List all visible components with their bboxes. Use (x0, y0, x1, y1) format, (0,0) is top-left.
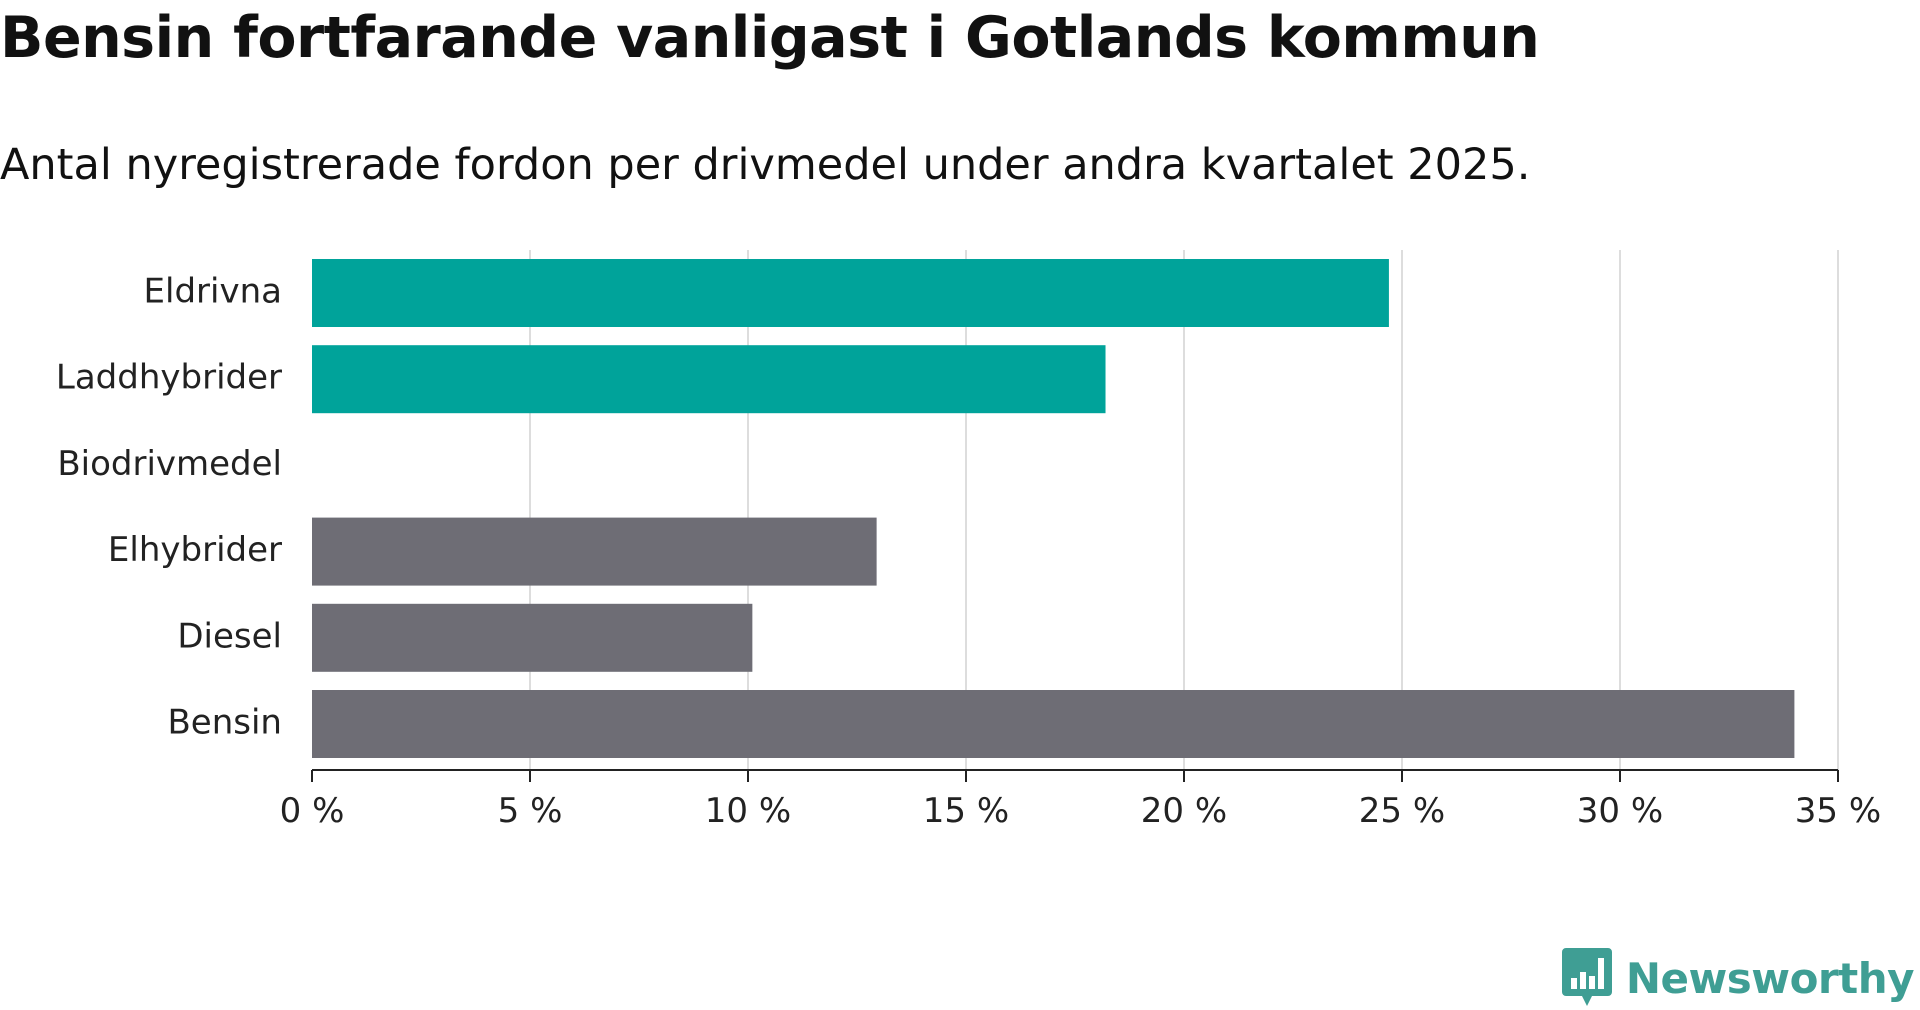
bar (312, 517, 877, 586)
x-tick-label: 15 % (923, 791, 1009, 831)
bar (312, 259, 1389, 327)
category-label: Elhybrider (108, 530, 282, 570)
x-tick-label: 0 % (280, 791, 345, 831)
chart-title: Bensin fortfarande vanligast i Gotlands … (0, 5, 1540, 71)
brand-name: Newsworthy (1625, 953, 1915, 1003)
category-label: Diesel (177, 616, 282, 656)
x-tick-label: 10 % (705, 791, 791, 831)
chart-subtitle: Antal nyregistrerade fordon per drivmede… (0, 140, 1531, 190)
category-label: Eldrivna (144, 272, 282, 312)
category-label: Laddhybrider (56, 358, 282, 398)
x-tick-label: 30 % (1577, 791, 1663, 831)
newsworthy-logo-icon (1561, 948, 1612, 1006)
brand-logo: Newsworthy (1561, 948, 1915, 1008)
x-tick-label: 25 % (1359, 791, 1445, 831)
bar (312, 345, 1106, 414)
bar (312, 603, 753, 672)
bar (312, 690, 1795, 758)
x-tick-label: 35 % (1795, 791, 1881, 831)
category-label: Biodrivmedel (57, 444, 282, 484)
x-tick-label: 20 % (1141, 791, 1227, 831)
category-label: Bensin (167, 703, 282, 743)
x-tick-label: 5 % (498, 791, 563, 831)
